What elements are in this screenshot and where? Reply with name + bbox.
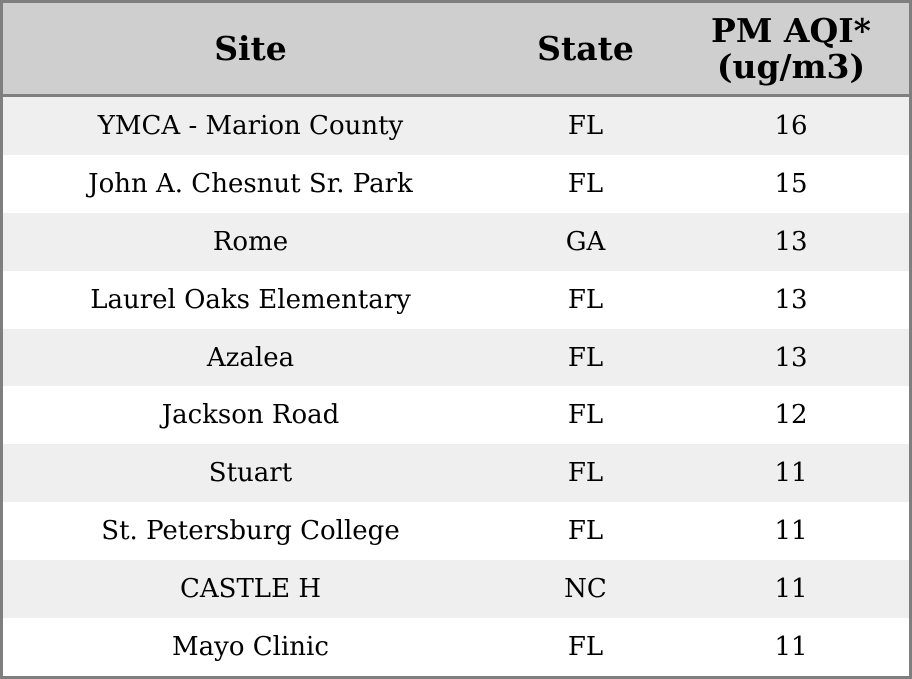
cell-pm-aqi: 15 [774, 168, 808, 199]
cell-state: FL [567, 110, 604, 141]
cell-pm-aqi: 16 [774, 110, 808, 141]
cell-state: NC [564, 574, 607, 605]
cell-pm-aqi: 13 [774, 342, 808, 373]
cell-site: Jackson Road [161, 400, 340, 431]
cell-pm-aqi: 11 [774, 574, 808, 605]
cell-state: FL [567, 400, 604, 431]
cell-state: FL [567, 631, 604, 662]
cell-site: Stuart [208, 458, 293, 489]
cell-state: FL [567, 284, 604, 315]
table-row: CASTLE H NC 11 [3, 560, 909, 619]
cell-state: GA [565, 226, 606, 257]
table-row: John A. Chesnut Sr. Park FL 15 [3, 155, 909, 213]
table-row: Rome GA 13 [3, 212, 909, 271]
table-row: St. Petersburg College FL 11 [3, 502, 909, 560]
cell-site: St. Petersburg College [101, 516, 400, 547]
table-row: Stuart FL 11 [3, 444, 909, 503]
cell-state: FL [567, 342, 604, 373]
table-row: YMCA - Marion County FL 16 [3, 97, 909, 155]
cell-pm-aqi: 11 [774, 631, 808, 662]
cell-site: YMCA - Marion County [97, 110, 404, 141]
cell-pm-aqi: 13 [774, 284, 808, 315]
cell-site: John A. Chesnut Sr. Park [88, 168, 413, 199]
cell-site: CASTLE H [179, 574, 321, 605]
cell-state: FL [567, 516, 604, 547]
table-row: Jackson Road FL 12 [3, 386, 909, 444]
cell-site: Laurel Oaks Elementary [90, 284, 411, 315]
column-header-state: State [537, 28, 634, 68]
table-row: Laurel Oaks Elementary FL 13 [3, 271, 909, 329]
cell-pm-aqi: 11 [774, 458, 808, 489]
cell-site: Azalea [206, 342, 295, 373]
cell-pm-aqi: 12 [774, 400, 808, 431]
column-header-pm-aqi: PM AQI* (ug/m3) [711, 10, 871, 86]
cell-pm-aqi: 13 [774, 226, 808, 257]
table-body: YMCA - Marion County FL 16 John A. Chesnut … [3, 97, 909, 676]
cell-site: Mayo Clinic [172, 631, 329, 662]
cell-site: Rome [212, 226, 289, 257]
column-header-site: Site [214, 28, 287, 68]
table-row: Azalea FL 13 [3, 328, 909, 387]
table-row: Mayo Clinic FL 11 [3, 618, 909, 676]
cell-pm-aqi: 11 [774, 516, 808, 547]
cell-state: FL [567, 168, 604, 199]
cell-state: FL [567, 458, 604, 489]
table-header-row: Site State PM AQI* (ug/m3) [3, 3, 909, 97]
